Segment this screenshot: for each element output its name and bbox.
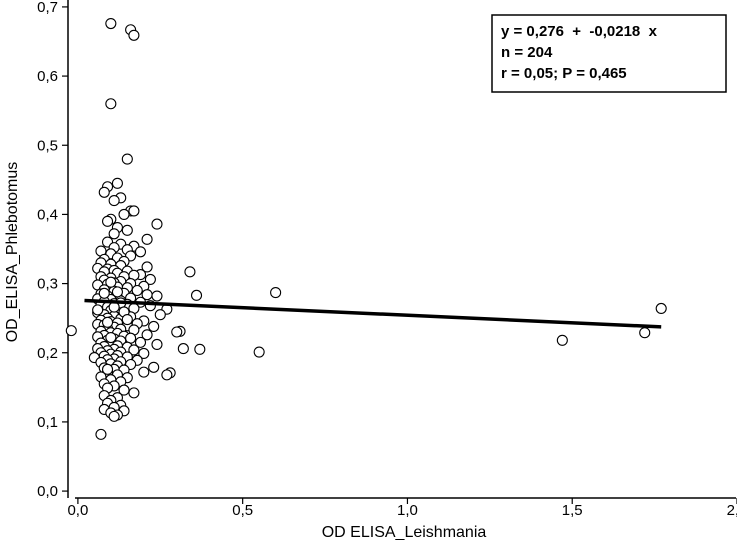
regression-line-group bbox=[84, 298, 662, 329]
data-point bbox=[101, 363, 114, 375]
regression-stats-box: y = 0,276 + -0,0218 x n = 204 r = 0,05; … bbox=[491, 14, 727, 93]
data-point bbox=[177, 343, 189, 355]
y-tick-label: 0,5 bbox=[37, 137, 58, 154]
data-point bbox=[118, 384, 130, 396]
data-point bbox=[151, 218, 163, 230]
axes: 0,0 0,1 0,2 0,3 0,4 0,5 0,6 0,7 0,0 0,5 1,0 1,5 2,0 bbox=[37, 0, 737, 519]
data-point bbox=[161, 369, 173, 381]
y-tick-label: 0,6 bbox=[37, 68, 58, 85]
data-point bbox=[134, 246, 147, 258]
data-point bbox=[134, 336, 147, 348]
data-point bbox=[128, 205, 140, 217]
data-point bbox=[171, 326, 183, 338]
data-point bbox=[144, 273, 156, 285]
data-point bbox=[639, 327, 651, 339]
data-point bbox=[105, 276, 117, 288]
x-tick-label: 2,0 bbox=[727, 502, 737, 519]
data-point bbox=[141, 329, 153, 341]
data-point bbox=[128, 29, 140, 41]
x-axis-title: OD ELISA_Leishmania bbox=[322, 524, 487, 541]
y-tick-label: 0,4 bbox=[37, 206, 58, 223]
regression-line bbox=[84, 298, 662, 329]
y-axis-title: OD_ELISA_Phlebotomus bbox=[4, 162, 21, 343]
data-point bbox=[121, 224, 133, 236]
data-point bbox=[151, 338, 163, 351]
data-point bbox=[98, 287, 110, 299]
y-tick-label: 0,1 bbox=[37, 414, 58, 431]
data-point bbox=[253, 346, 265, 358]
data-point bbox=[108, 410, 120, 422]
data-point bbox=[128, 387, 140, 399]
data-point bbox=[138, 366, 150, 378]
data-point bbox=[184, 266, 196, 278]
y-tick-label: 0,3 bbox=[37, 276, 58, 293]
data-point bbox=[148, 320, 160, 333]
data-point bbox=[154, 309, 166, 321]
y-tick-label: 0,0 bbox=[37, 483, 58, 500]
data-point bbox=[556, 334, 568, 346]
data-point bbox=[141, 261, 153, 273]
data-point bbox=[128, 344, 140, 356]
data-point bbox=[138, 347, 150, 359]
data-point bbox=[131, 284, 143, 297]
data-point bbox=[101, 215, 114, 227]
data-point bbox=[151, 290, 163, 302]
y-tick-label: 0,2 bbox=[37, 345, 58, 362]
stats-r-p: r = 0,05; P = 0,465 bbox=[501, 65, 627, 82]
data-point bbox=[190, 289, 203, 301]
data-point bbox=[108, 228, 120, 240]
x-tick-label: 1,0 bbox=[397, 502, 418, 519]
y-tick-label: 0,7 bbox=[37, 0, 58, 16]
data-point bbox=[141, 233, 153, 245]
data-point bbox=[118, 208, 130, 220]
data-point bbox=[148, 361, 160, 373]
data-point bbox=[121, 153, 133, 165]
data-point bbox=[101, 316, 114, 328]
stats-n: n = 204 bbox=[501, 44, 553, 61]
data-point bbox=[111, 286, 123, 298]
stats-equation: y = 0,276 + -0,0218 x bbox=[501, 23, 658, 40]
data-point bbox=[121, 313, 133, 326]
data-point bbox=[92, 304, 104, 316]
data-point bbox=[105, 17, 117, 30]
data-point bbox=[270, 287, 282, 299]
data-point bbox=[65, 325, 77, 337]
x-tick-label: 0,0 bbox=[67, 502, 88, 519]
stats-box-border bbox=[491, 14, 727, 93]
data-point bbox=[655, 302, 667, 315]
data-point bbox=[105, 98, 117, 110]
data-point bbox=[98, 186, 110, 198]
data-point bbox=[194, 343, 206, 355]
x-tick-label: 1,5 bbox=[562, 502, 583, 519]
data-point bbox=[105, 331, 117, 344]
data-point bbox=[95, 428, 107, 440]
data-point bbox=[108, 195, 120, 207]
data-point bbox=[111, 177, 123, 189]
x-tick-label: 0,5 bbox=[232, 502, 253, 519]
